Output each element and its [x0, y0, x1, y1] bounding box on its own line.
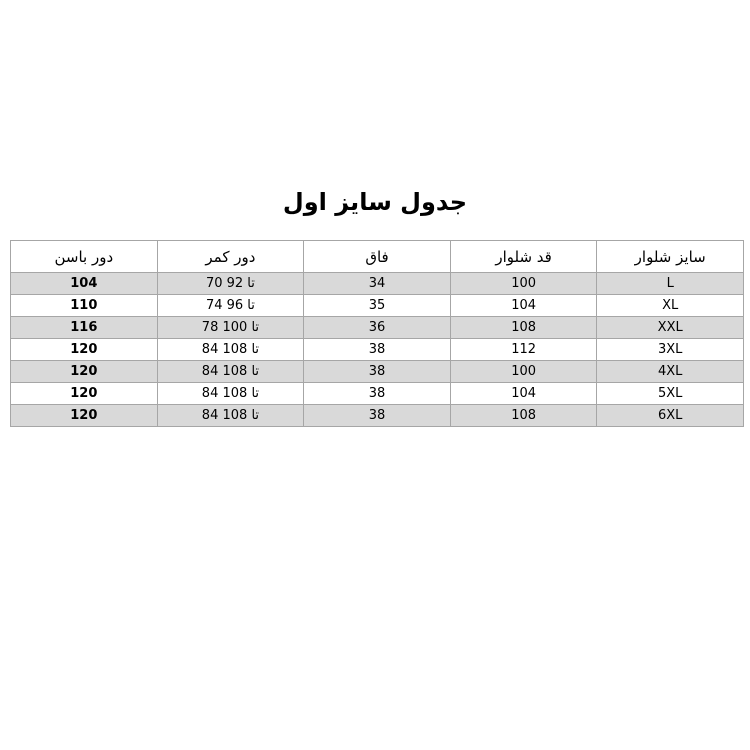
table-cell: 70 تا 92 [156, 272, 305, 295]
table-cell: 120 [10, 360, 158, 383]
table-cell: 78 تا 100 [156, 316, 305, 339]
table-cell: 120 [10, 338, 158, 361]
table-cell: 36 [303, 316, 451, 339]
table-cell: 38 [303, 382, 451, 405]
table-cell: 84 تا 108 [156, 382, 305, 405]
table-cell: 84 تا 108 [156, 338, 305, 361]
table-body: L 100 34 70 تا 92 104 XL 104 35 74 تا 96 110 XXL 10… [10, 272, 744, 427]
table-cell: 6XL [596, 404, 744, 427]
table-cell: XXL [596, 316, 744, 339]
size-table: سایز شلوار قد شلوار فاق دور کمر دور باسن L 10… [10, 240, 744, 427]
table-row: 5XL 104 38 84 تا 108 120 [10, 382, 744, 405]
column-header: قد شلوار [449, 240, 598, 273]
column-header: دور باسن [10, 240, 158, 273]
table-cell: 108 [449, 316, 598, 339]
column-header: دور کمر [156, 240, 305, 273]
table-row: XL 104 35 74 تا 96 110 [10, 294, 744, 317]
column-header: سایز شلوار [596, 240, 744, 273]
table-row: 4XL 100 38 84 تا 108 120 [10, 360, 744, 383]
table-cell: XL [596, 294, 744, 317]
table-cell: 34 [303, 272, 451, 295]
table-cell: 4XL [596, 360, 744, 383]
table-cell: 35 [303, 294, 451, 317]
table-cell: 84 تا 108 [156, 360, 305, 383]
table-row: XXL 108 36 78 تا 100 116 [10, 316, 744, 339]
table-cell: 104 [10, 272, 158, 295]
column-header: فاق [303, 240, 451, 273]
table-cell: 120 [10, 382, 158, 405]
table-cell: 100 [449, 360, 598, 383]
table-cell: 116 [10, 316, 158, 339]
table-cell: 100 [449, 272, 598, 295]
table-cell: 38 [303, 404, 451, 427]
header-row: سایز شلوار قد شلوار فاق دور کمر دور باسن [10, 240, 744, 273]
table-cell: 104 [449, 382, 598, 405]
table-cell: 120 [10, 404, 158, 427]
table-cell: 84 تا 108 [156, 404, 305, 427]
table-row: 3XL 112 38 84 تا 108 120 [10, 338, 744, 361]
table-cell: 108 [449, 404, 598, 427]
table-cell: L [596, 272, 744, 295]
table-cell: 5XL [596, 382, 744, 405]
table-cell: 104 [449, 294, 598, 317]
table-cell: 38 [303, 338, 451, 361]
table-cell: 38 [303, 360, 451, 383]
table-cell: 3XL [596, 338, 744, 361]
table-title: جدول سایز اول [282, 188, 468, 216]
table-cell: 74 تا 96 [156, 294, 305, 317]
table-row: 6XL 108 38 84 تا 108 120 [10, 404, 744, 427]
table-row: L 100 34 70 تا 92 104 [10, 272, 744, 295]
table-cell: 110 [10, 294, 158, 317]
table-cell: 112 [449, 338, 598, 361]
